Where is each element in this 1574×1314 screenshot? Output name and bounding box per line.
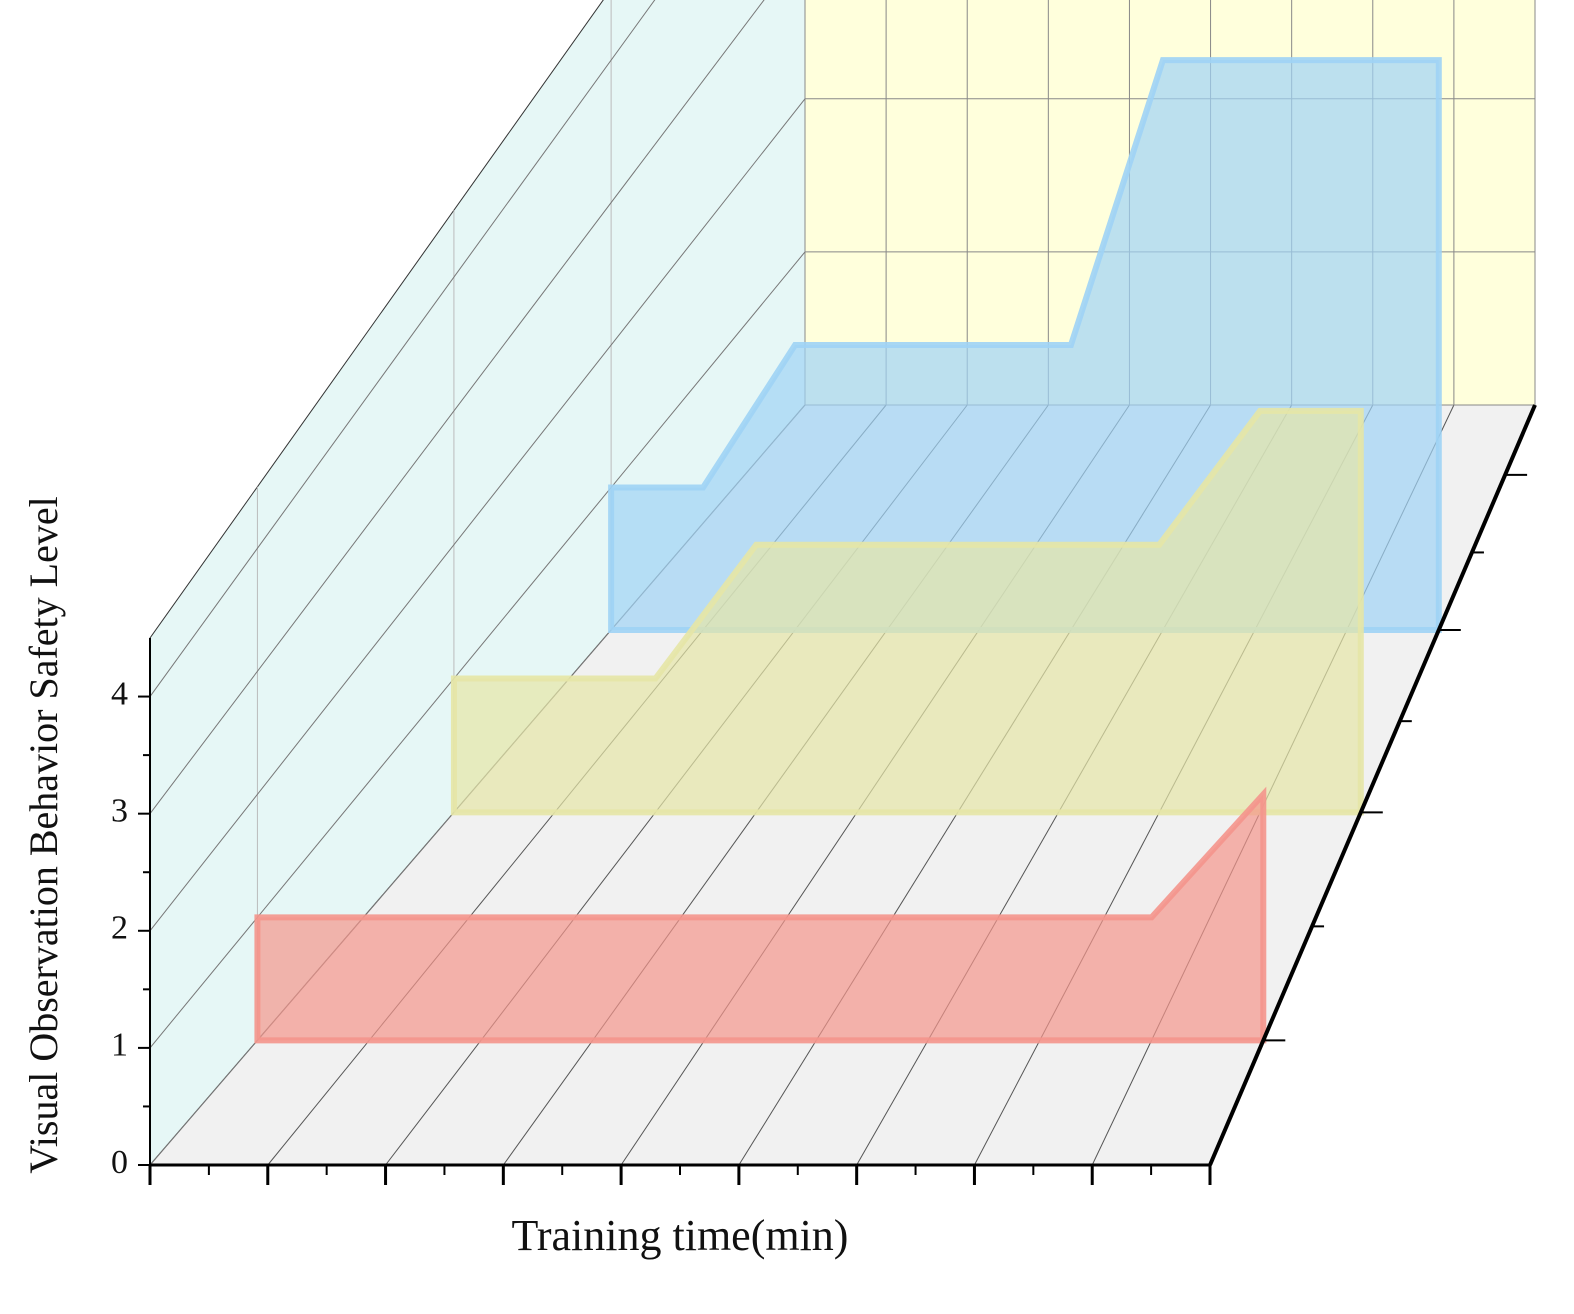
wall-grid-line (149, 98, 806, 932)
y-tick-label: 1 (111, 1027, 128, 1064)
y-tick-label: 3 (111, 792, 128, 829)
depth-axis (1208, 404, 1537, 1166)
y-axis-label: Visual Observation Behavior Safety Level (21, 496, 66, 1173)
wall-grid-line (149, 0, 656, 697)
plot: 0 1 2 3 4 (111, 0, 1537, 1185)
wall-grid-line (149, 0, 765, 814)
x-axis-label: Training time(min) (512, 1211, 849, 1260)
y-tick-label: 2 (111, 910, 128, 947)
y-tick-label: 0 (111, 1144, 128, 1181)
y-tick-label: 4 (111, 675, 128, 712)
